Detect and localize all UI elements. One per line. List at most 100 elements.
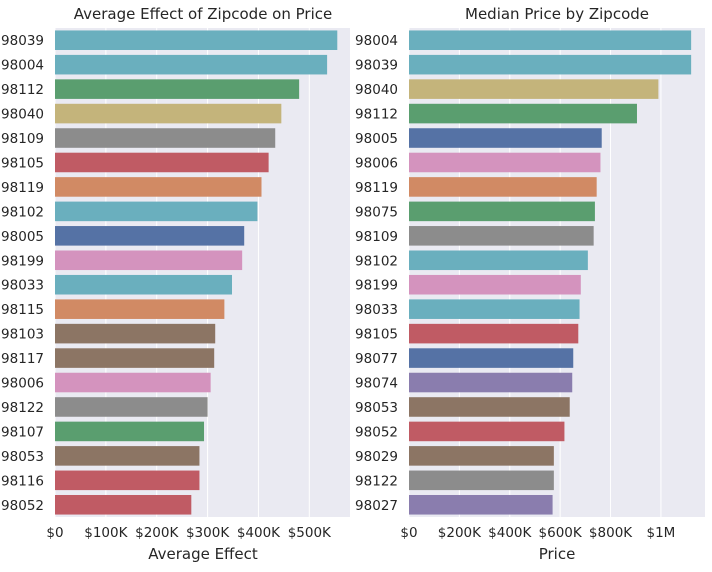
right-chart-xlabel: Price	[539, 545, 576, 563]
right-chart-title: Median Price by Zipcode	[465, 5, 649, 23]
left-y-tick-label: 98117	[1, 351, 44, 367]
right-y-tick-label: 98040	[355, 82, 398, 98]
left-bar-98103	[55, 323, 216, 344]
right-bar-98033	[409, 299, 580, 319]
right-y-tick-label: 98029	[355, 449, 398, 465]
left-y-tick-label: 98122	[1, 400, 44, 416]
right-bar-98029	[409, 446, 554, 466]
right-bar-98112	[409, 103, 637, 124]
right-bar-98004	[409, 30, 692, 51]
left-bar-98199	[55, 250, 243, 271]
right-y-tick-label: 98112	[355, 107, 398, 123]
right-bar-98077	[409, 348, 574, 368]
right-bar-98027	[409, 494, 553, 515]
left-bar-98116	[55, 470, 200, 491]
left-x-tick-label: $300K	[186, 525, 230, 541]
right-y-tick-label: 98122	[355, 473, 398, 489]
right-bar-98053	[409, 397, 570, 417]
left-plot-area	[55, 28, 350, 517]
right-bar-98102	[409, 250, 588, 271]
right-bar-98074	[409, 372, 573, 393]
left-bar-98112	[55, 79, 300, 99]
left-y-tick-label: 98033	[1, 278, 44, 294]
left-y-tick-label: 98040	[1, 107, 44, 123]
right-x-tick-label: $400K	[488, 525, 532, 541]
right-bar-98040	[409, 79, 659, 99]
left-y-tick-label: 98052	[1, 498, 44, 514]
left-y-tick-label: 98116	[1, 473, 44, 489]
right-y-tick-label: 98075	[355, 204, 398, 220]
left-bar-98122	[55, 397, 208, 417]
left-y-tick-label: 98102	[1, 204, 44, 220]
left-x-tick-label: $200K	[135, 525, 179, 541]
left-x-tick-label: $0	[46, 525, 63, 541]
left-y-tick-label: 98053	[1, 449, 44, 465]
right-y-tick-label: 98109	[355, 229, 398, 245]
right-bar-98119	[409, 177, 597, 197]
left-bar-98119	[55, 177, 262, 197]
right-y-tick-label: 98199	[355, 278, 398, 294]
left-y-tick-label: 98112	[1, 82, 44, 98]
left-chart-title: Average Effect of Zipcode on Price	[74, 5, 332, 23]
left-y-tick-label: 98107	[1, 424, 44, 440]
left-x-tick-label: $400K	[237, 525, 281, 541]
left-bar-98006	[55, 372, 211, 393]
left-x-tick-label: $100K	[84, 525, 128, 541]
right-bar-98109	[409, 226, 594, 246]
right-y-tick-label: 98052	[355, 424, 398, 440]
right-y-tick-label: 98102	[355, 253, 398, 269]
right-y-tick-label: 98039	[355, 58, 398, 74]
right-x-tick-label: $600K	[539, 525, 583, 541]
right-y-tick-label: 98077	[355, 351, 398, 367]
left-bar-98117	[55, 348, 215, 368]
right-bar-98199	[409, 274, 581, 295]
left-y-tick-label: 98105	[1, 155, 44, 171]
right-bar-98006	[409, 152, 601, 173]
left-bar-98115	[55, 299, 225, 319]
right-bar-98005	[409, 128, 602, 148]
left-y-tick-label: 98004	[1, 58, 44, 74]
right-y-tick-label: 98027	[355, 498, 398, 514]
right-x-tick-label: $1M	[647, 525, 676, 541]
left-bar-98040	[55, 103, 282, 124]
left-chart-panel: Average Effect of Zipcode on Price Avera…	[1, 5, 350, 563]
right-x-tick-label: $0	[400, 525, 417, 541]
right-y-tick-label: 98006	[355, 155, 398, 171]
left-chart-xlabel: Average Effect	[148, 545, 258, 563]
left-bar-98052	[55, 494, 192, 515]
left-y-tick-label: 98109	[1, 131, 44, 147]
right-x-tick-label: $800K	[589, 525, 633, 541]
right-y-tick-label: 98074	[355, 376, 398, 392]
left-bar-98107	[55, 421, 205, 442]
left-y-tick-label: 98006	[1, 376, 44, 392]
left-y-tick-label: 98103	[1, 327, 44, 343]
left-bar-98053	[55, 446, 200, 466]
right-x-tick-label: $200K	[438, 525, 482, 541]
left-bar-98105	[55, 152, 269, 173]
right-y-tick-label: 98033	[355, 302, 398, 318]
right-y-tick-label: 98119	[355, 180, 398, 196]
right-y-tick-label: 98005	[355, 131, 398, 147]
right-bar-98105	[409, 323, 579, 344]
left-y-tick-label: 98115	[1, 302, 44, 318]
left-x-tick-label: $500K	[288, 525, 332, 541]
right-y-tick-label: 98105	[355, 327, 398, 343]
left-bar-98102	[55, 201, 258, 222]
right-bar-98122	[409, 470, 554, 491]
left-bar-98109	[55, 128, 276, 148]
right-bar-98052	[409, 421, 565, 442]
left-bar-98033	[55, 274, 232, 295]
right-bar-98075	[409, 201, 595, 222]
left-y-tick-label: 98005	[1, 229, 44, 245]
left-bar-98004	[55, 54, 328, 75]
left-y-tick-label: 98199	[1, 253, 44, 269]
left-y-tick-label: 98119	[1, 180, 44, 196]
right-y-tick-label: 98004	[355, 33, 398, 49]
left-y-tick-label: 98039	[1, 33, 44, 49]
right-chart-panel: Median Price by Zipcode Price $0 $200K $40…	[355, 5, 705, 563]
right-bar-98039	[409, 54, 692, 75]
right-y-tick-label: 98053	[355, 400, 398, 416]
left-bar-98039	[55, 30, 338, 51]
